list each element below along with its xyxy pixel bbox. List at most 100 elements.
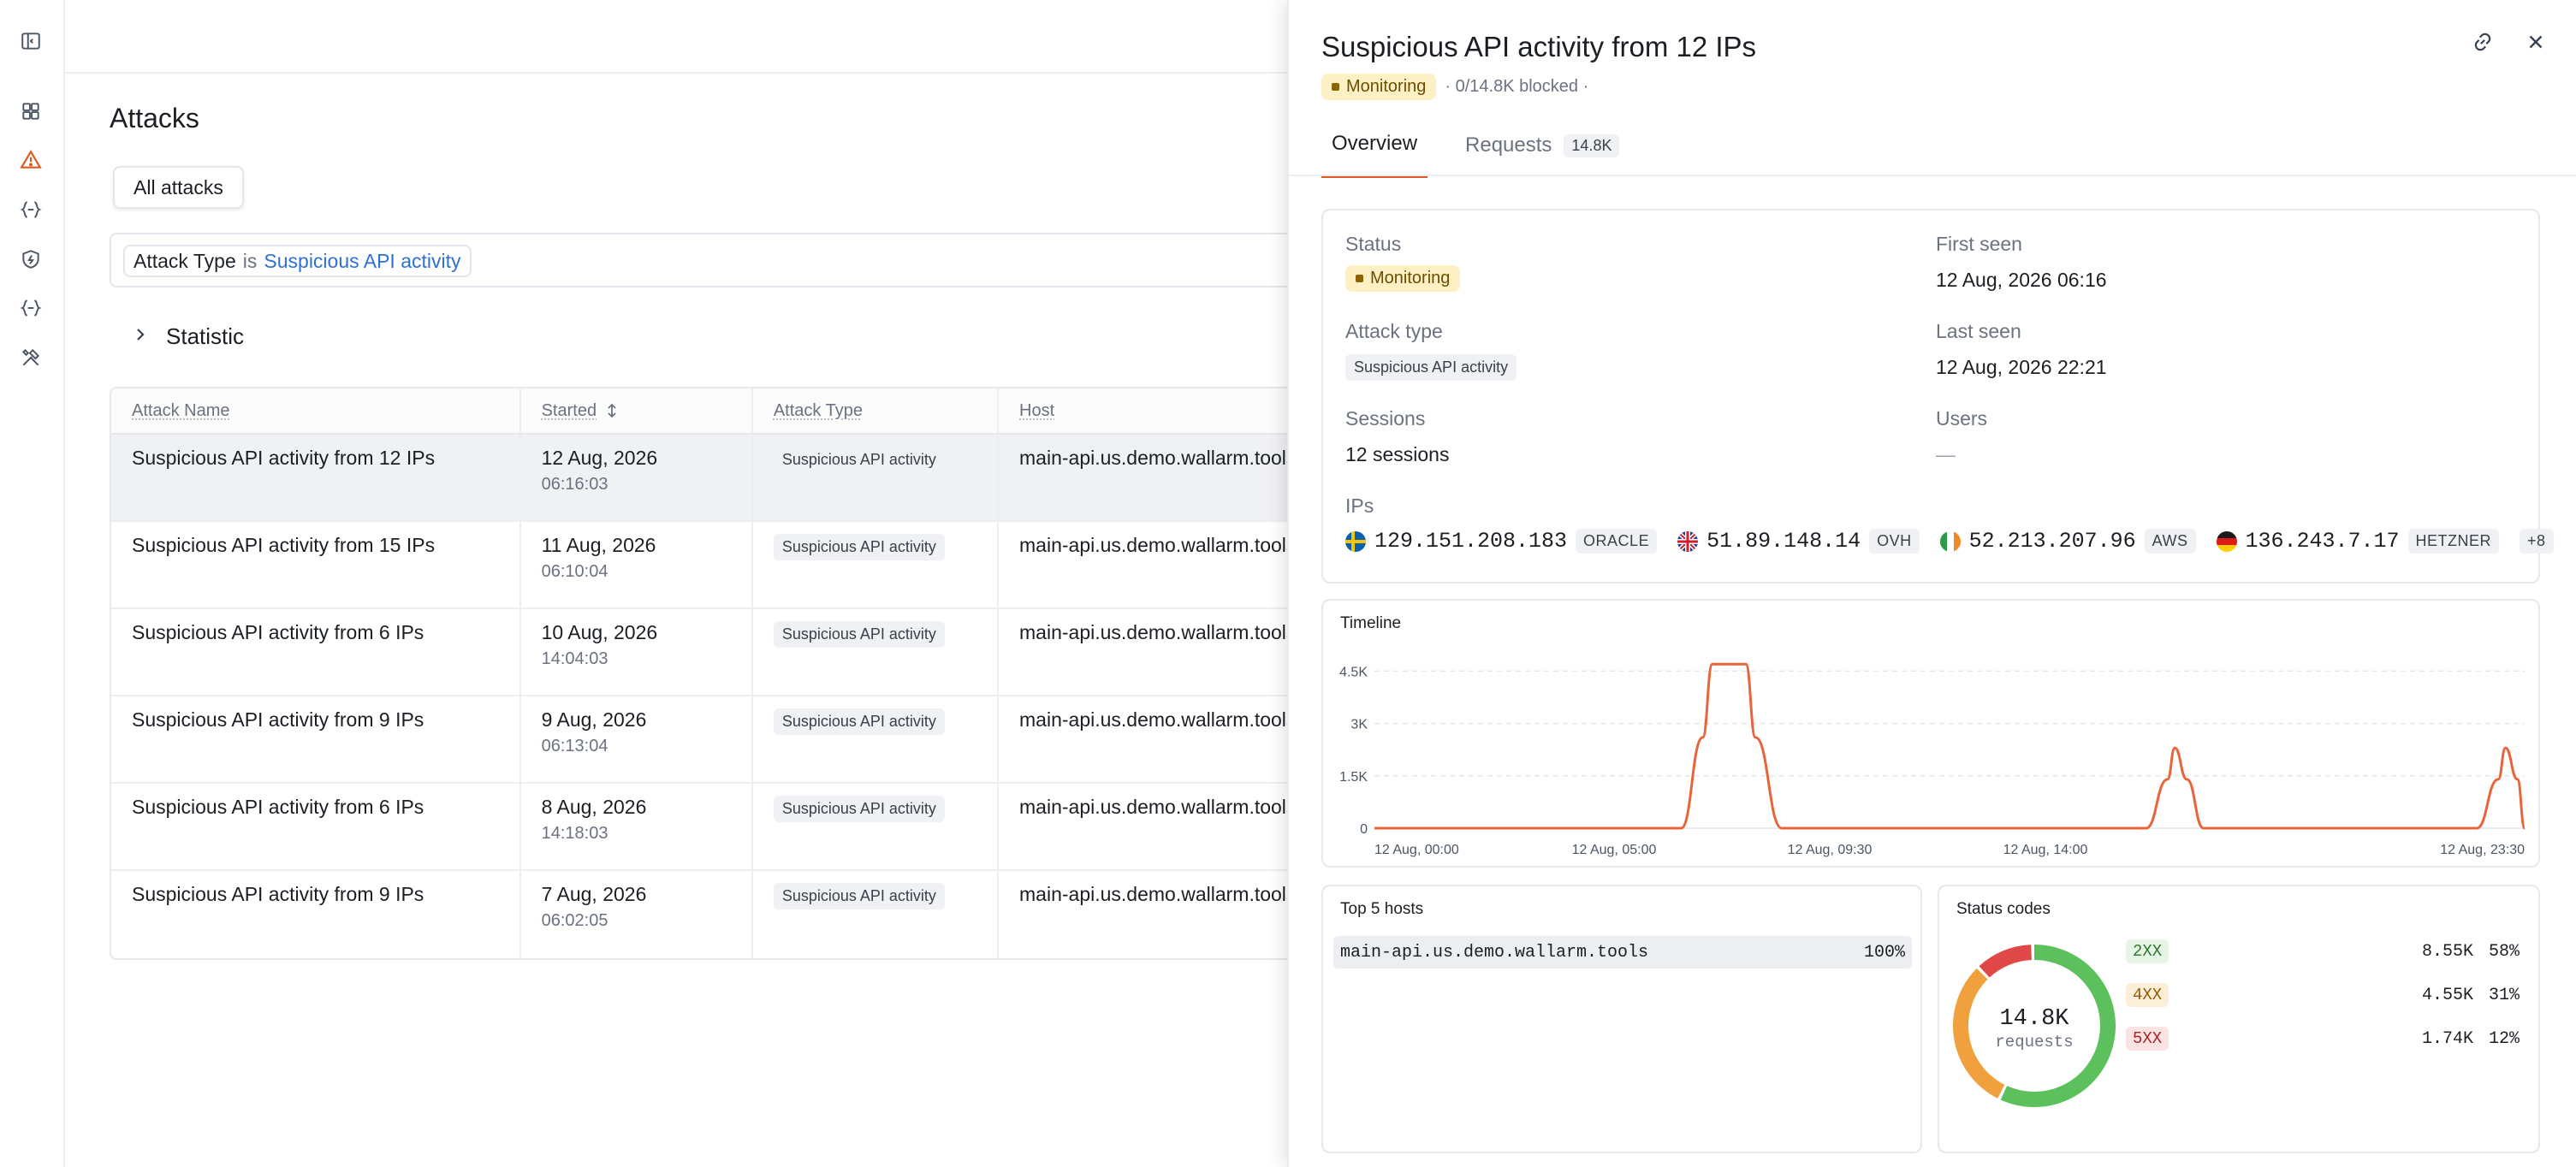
ip-provider: HETZNER <box>2407 529 2500 554</box>
header-attack-name[interactable]: Attack Name <box>111 388 521 433</box>
sidebar-toggle-icon[interactable] <box>17 27 45 55</box>
attack-type-cell: Suspicious API activity <box>753 522 1000 607</box>
page-title: Attacks <box>110 103 199 133</box>
started-cell: 10 Aug, 2026 14:04:03 <box>521 609 753 695</box>
attack-type-cell: Suspicious API activity <box>753 696 1000 782</box>
started-cell: 8 Aug, 2026 14:18:03 <box>521 784 753 869</box>
panel-meta: Monitoring · 0/14.8K blocked · <box>1321 74 1588 100</box>
close-icon[interactable] <box>2525 31 2547 57</box>
flag-uk-icon <box>1677 530 1699 552</box>
started-cell: 11 Aug, 2026 06:10:04 <box>521 522 753 607</box>
dashboard-icon[interactable] <box>17 98 45 125</box>
attack-name-cell: Suspicious API activity from 6 IPs <box>111 784 521 869</box>
ip-item[interactable]: 129.151.208.183 ORACLE <box>1345 529 1658 554</box>
warning-icon[interactable] <box>17 146 45 174</box>
sort-icon[interactable] <box>605 402 619 419</box>
api-icon[interactable] <box>17 196 45 223</box>
all-attacks-button[interactable]: All attacks <box>113 166 244 209</box>
ip-provider: AWS <box>2144 529 2196 554</box>
status-code-row: 5XX 1.74K 12% <box>2126 1027 2520 1051</box>
ip-item[interactable]: 52.213.207.96 AWS <box>1939 529 2196 554</box>
attacks-table: Attack Name Started Attack Type Host Sus… <box>110 387 1308 960</box>
statistic-toggle[interactable]: Statistic <box>132 323 244 350</box>
shield-icon[interactable] <box>17 246 45 273</box>
sessions-label: Sessions <box>1345 407 1426 429</box>
header-host[interactable]: Host <box>1019 400 1055 420</box>
header-started[interactable]: Started <box>521 388 753 433</box>
status-pct: 12% <box>2488 1028 2520 1049</box>
api-icon[interactable] <box>17 294 45 322</box>
status-count: 8.55K <box>2421 941 2473 962</box>
blocked-summary: · 0/14.8K blocked · <box>1445 77 1589 96</box>
x-tick-label: 12 Aug, 23:30 <box>2440 843 2525 857</box>
host-cell: main-api.us.demo.wallarm.tools <box>1019 883 1297 905</box>
status-badge: Monitoring <box>1321 74 1437 100</box>
tab-requests[interactable]: Requests 14.8K <box>1455 130 1629 178</box>
host-cell: main-api.us.demo.wallarm.tools <box>1019 796 1297 818</box>
series-line <box>1374 662 2526 830</box>
panel-tabs: Overview Requests 14.8K <box>1321 130 2576 178</box>
tab-requests-label: Requests <box>1465 133 1552 157</box>
filter-bar[interactable]: Attack Type is Suspicious API activity <box>110 233 1308 287</box>
attack-name-cell: Suspicious API activity from 9 IPs <box>111 871 521 958</box>
ip-address: 52.213.207.96 <box>1968 529 2136 554</box>
tab-overview[interactable]: Overview <box>1321 130 1428 178</box>
attack-name-cell: Suspicious API activity from 15 IPs <box>111 522 521 607</box>
donut-value: 14.8K <box>1999 1006 2069 1032</box>
flag-sweden-icon <box>1345 530 1366 552</box>
filter-operator: is <box>242 249 258 272</box>
status-code-row: 4XX 4.55K 31% <box>2126 983 2520 1007</box>
filter-chip[interactable]: Attack Type is Suspicious API activity <box>123 245 472 277</box>
link-icon[interactable] <box>2472 31 2494 57</box>
table-row[interactable]: Suspicious API activity from 15 IPs 11 Au… <box>111 522 1306 609</box>
status-count: 4.55K <box>2421 985 2473 1005</box>
host-percent: 100% <box>1863 942 1905 963</box>
filter-value: Suspicious API activity <box>264 249 461 272</box>
attack-name-cell: Suspicious API activity from 12 IPs <box>111 435 521 520</box>
host-cell: main-api.us.demo.wallarm.tools <box>1019 534 1297 556</box>
attack-type-value: Suspicious API activity <box>1345 354 1517 381</box>
statistic-label: Statistic <box>166 323 245 349</box>
ip-provider: OVH <box>1869 529 1920 554</box>
table-row[interactable]: Suspicious API activity from 9 IPs 9 Aug,… <box>111 696 1306 784</box>
donut-slice-2xx <box>2000 945 2116 1107</box>
attack-type-cell: Suspicious API activity <box>753 871 1000 958</box>
attack-detail-panel: Suspicious API activity from 12 IPs Moni… <box>1287 0 2576 1167</box>
chevron-right-icon <box>132 326 149 348</box>
first-seen-value: 12 Aug, 2026 06:16 <box>1936 269 2107 291</box>
timeline-chart: 0 1.5K 3K 4.5K 12 Aug, 00:00 12 Aug, 05:00 12 … <box>1339 662 2526 857</box>
ip-item[interactable]: 51.89.148.14 OVH <box>1677 529 1920 554</box>
ip-item[interactable]: 136.243.7.17 HETZNER <box>2216 529 2500 554</box>
ip-address: 51.89.148.14 <box>1706 529 1861 554</box>
status-value: Monitoring <box>1345 265 1461 292</box>
donut-slice-5xx <box>1979 945 2033 978</box>
host-cell: main-api.us.demo.wallarm.tools <box>1019 447 1297 469</box>
ips-label: IPs <box>1345 495 1374 517</box>
x-tick-label: 12 Aug, 05:00 <box>1572 843 1657 857</box>
timeline-title: Timeline <box>1340 614 1402 632</box>
ip-provider: ORACLE <box>1576 529 1658 554</box>
donut-slice-4xx <box>1953 968 2005 1099</box>
table-header: Attack Name Started Attack Type Host <box>111 388 1306 435</box>
status-donut-chart: 14.8K requests <box>1953 945 2116 1107</box>
status-pct: 58% <box>2488 941 2520 962</box>
requests-count-badge: 14.8K <box>1564 133 1620 157</box>
y-tick-label: 3K <box>1350 718 1368 732</box>
attack-name-cell: Suspicious API activity from 9 IPs <box>111 696 521 782</box>
flag-germany-icon <box>2216 530 2237 552</box>
last-seen-value: 12 Aug, 2026 22:21 <box>1936 356 2107 378</box>
table-row[interactable]: Suspicious API activity from 6 IPs 10 Aug… <box>111 609 1306 696</box>
top-hosts-title: Top 5 hosts <box>1340 900 1424 918</box>
attack-type-label: Attack type <box>1345 320 1443 342</box>
host-name: main-api.us.demo.wallarm.tools <box>1340 942 1649 963</box>
more-ips-button[interactable]: +8 <box>2520 529 2554 554</box>
table-row[interactable]: Suspicious API activity from 12 IPs 12 Au… <box>111 435 1306 522</box>
header-attack-type[interactable]: Attack Type <box>753 388 1000 433</box>
table-row[interactable]: Suspicious API activity from 9 IPs 7 Aug,… <box>111 871 1306 958</box>
status-code-4xx: 4XX <box>2126 983 2169 1007</box>
sessions-value[interactable]: 12 sessions <box>1345 443 1450 465</box>
header-started-label: Started <box>541 400 597 420</box>
table-row[interactable]: Suspicious API activity from 6 IPs 8 Aug,… <box>111 784 1306 871</box>
tools-icon[interactable] <box>17 344 45 371</box>
host-row[interactable]: main-api.us.demo.wallarm.tools 100% <box>1333 936 1912 969</box>
